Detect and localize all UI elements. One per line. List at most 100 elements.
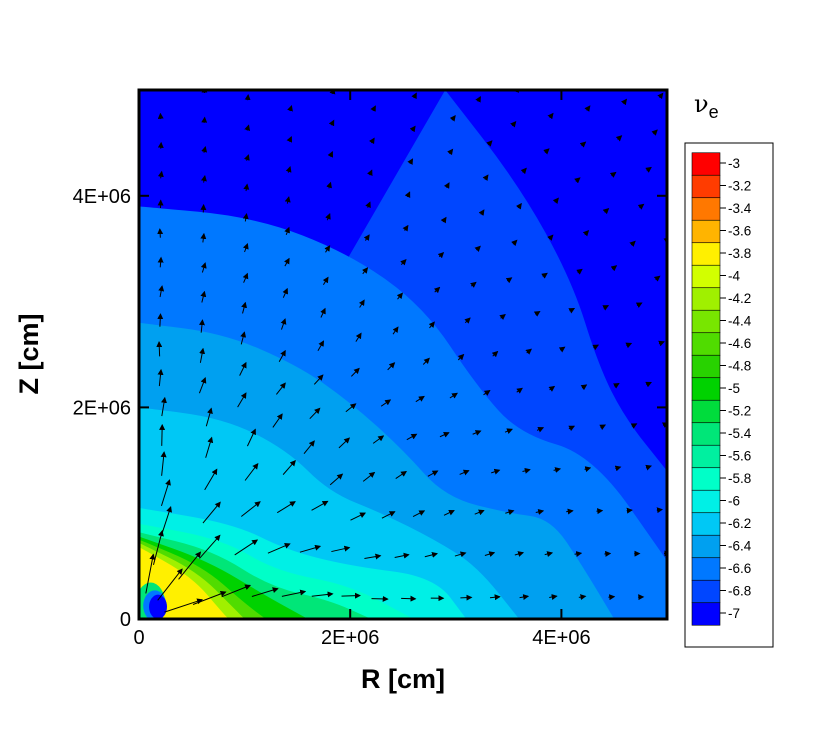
velocity-arrow-205 <box>629 240 636 247</box>
velocity-arrow-176 <box>443 182 450 189</box>
velocity-arrow-107 <box>428 321 435 329</box>
velocity-arrow-44 <box>338 437 351 449</box>
velocity-arrow-188 <box>547 234 554 241</box>
velocity-arrow-98 <box>200 232 207 243</box>
velocity-arrow-126 <box>325 213 331 221</box>
velocity-arrow-190 <box>482 174 489 181</box>
velocity-arrow-70 <box>241 301 247 314</box>
velocity-arrow-9 <box>251 587 279 597</box>
velocity-arrow-208 <box>543 148 550 155</box>
velocity-arrow-173 <box>541 272 548 279</box>
velocity-arrow-51 <box>424 551 439 558</box>
velocity-arrow-198 <box>582 229 590 237</box>
velocity-arrow-218 <box>615 135 623 142</box>
velocity-arrow-54 <box>372 435 385 444</box>
velocity-arrow-96 <box>284 257 290 267</box>
colorbar-swatch-7 <box>691 309 721 334</box>
velocity-arrow-109 <box>362 267 369 275</box>
colorbar-entries: -3 -3.2 -3.4 -3.6 -3.8 -4 -4.2 -4.4 -4.6 -4.8 -5 -5… <box>691 152 752 626</box>
velocity-arrow-1 <box>157 568 183 601</box>
velocity-arrow-45 <box>309 407 321 420</box>
velocity-arrow-136 <box>548 385 556 392</box>
velocity-arrow-170 <box>613 383 620 389</box>
velocity-arrow-89 <box>491 468 501 475</box>
velocity-arrow-169 <box>630 423 638 429</box>
velocity-arrow-27 <box>282 459 296 475</box>
velocity-arrow-138 <box>499 313 506 321</box>
velocity-arrow-47 <box>239 361 247 376</box>
velocity-arrow-168 <box>645 464 652 471</box>
velocity-arrow-178 <box>368 137 375 145</box>
velocity-arrow-20 <box>276 501 296 514</box>
colorbar-title-subscript: e <box>709 102 719 122</box>
velocity-arrow-144 <box>285 166 292 173</box>
velocity-arrow-112 <box>242 212 249 222</box>
colorbar-label-10: -5 <box>728 381 740 396</box>
velocity-arrow-135 <box>568 425 576 432</box>
velocity-arrow-197 <box>610 265 618 272</box>
velocity-arrow-76 <box>459 469 470 476</box>
colorbar-swatch-10 <box>691 377 721 401</box>
velocity-arrow-91 <box>449 392 458 399</box>
velocity-arrow-28 <box>246 428 256 447</box>
velocity-arrow-69 <box>280 318 287 330</box>
velocity-arrow-204 <box>653 275 661 282</box>
velocity-arrow-14 <box>267 543 291 554</box>
velocity-arrow-158 <box>440 216 447 224</box>
colorbar-label-20: -7 <box>728 606 740 621</box>
velocity-arrow-181 <box>244 93 251 101</box>
velocity-arrow-171 <box>592 344 599 351</box>
colorbar-swatch-8 <box>691 332 721 356</box>
velocity-arrow-137 <box>525 348 532 355</box>
velocity-arrow-184 <box>645 381 652 388</box>
colorbar-label-8: -4.6 <box>728 336 751 351</box>
velocity-arrow-183 <box>662 422 667 428</box>
velocity-arrow-3 <box>192 590 227 605</box>
colorbar-label-0: -3 <box>728 156 740 171</box>
velocity-arrow-13 <box>281 589 307 597</box>
velocity-arrow-33 <box>350 512 367 521</box>
colorbar-label-6: -4.2 <box>728 291 751 306</box>
velocity-arrow-130 <box>157 170 164 179</box>
colorbar-label-14: -5.8 <box>728 471 751 486</box>
velocity-arrow-35 <box>303 440 315 454</box>
velocity-arrow-142 <box>365 201 371 209</box>
velocity-arrow-7 <box>199 534 221 559</box>
velocity-arrow-43 <box>362 471 376 482</box>
plot-frame <box>137 88 669 621</box>
velocity-arrow-81 <box>320 307 326 318</box>
colorbar-title-symbol: ν <box>694 90 709 118</box>
velocity-arrow-219 <box>584 105 591 112</box>
velocity-arrow-115 <box>578 594 587 601</box>
colorbar-label-18: -6.6 <box>728 561 751 576</box>
colorbar-label-11: -5.2 <box>728 404 751 419</box>
x-axis-title: R [cm] <box>361 664 445 694</box>
x-tick-label-0: 0 <box>133 627 144 649</box>
velocity-arrow-4 <box>178 551 202 580</box>
velocity-arrow-110 <box>324 245 331 253</box>
velocity-arrow-213 <box>609 171 617 178</box>
velocity-arrow-62 <box>454 551 467 558</box>
velocity-arrow-82 <box>282 287 288 298</box>
velocity-arrow-41 <box>394 552 410 559</box>
x-tick-label-1: 2E+06 <box>321 627 379 649</box>
velocity-arrow-99 <box>157 228 164 238</box>
velocity-arrow-10 <box>234 539 259 556</box>
velocity-arrow-25 <box>331 545 351 553</box>
velocity-arrow-57 <box>278 349 286 363</box>
velocity-arrow-88 <box>505 509 515 516</box>
velocity-arrow-53 <box>395 470 408 479</box>
velocity-arrow-93 <box>392 326 399 335</box>
velocity-arrow-104 <box>504 428 513 434</box>
velocity-arrow-143 <box>326 181 332 189</box>
velocity-arrow-103 <box>522 467 531 474</box>
velocity-arrow-48 <box>199 347 206 363</box>
core-spot-2 <box>149 594 167 619</box>
colorbar-label-3: -3.6 <box>728 224 751 239</box>
y-tick-label-1: 2E+06 <box>73 397 131 419</box>
velocity-arrow-118 <box>553 467 562 473</box>
velocity-arrow-141 <box>402 224 409 232</box>
velocity-arrow-84 <box>200 262 207 273</box>
velocity-arrow-195 <box>658 340 665 347</box>
velocity-arrow-192 <box>409 125 416 133</box>
